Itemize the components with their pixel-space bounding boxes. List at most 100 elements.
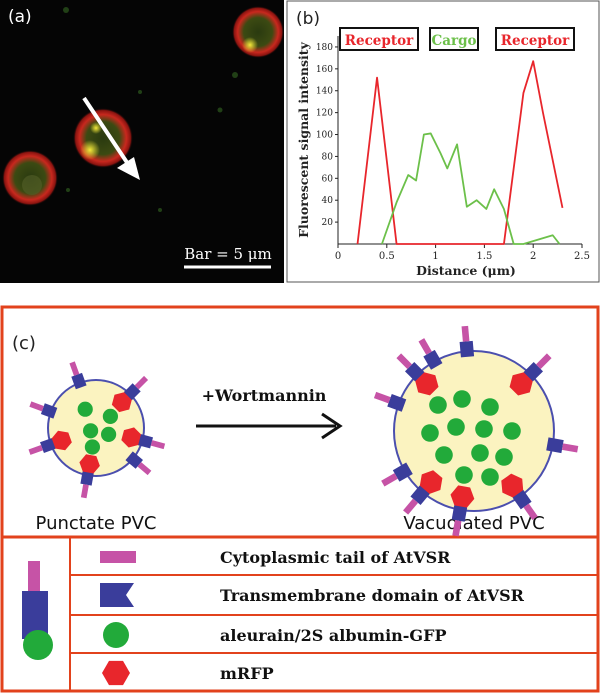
receptor-with-mrfp (396, 353, 439, 396)
receptor-with-mrfp (450, 485, 475, 537)
receptor-key-icon (22, 561, 53, 660)
y-tick-label: 80 (322, 152, 334, 162)
cytoplasmic-tail (373, 391, 391, 404)
gfp-cargo-dot (421, 424, 439, 442)
punctate-pvc-caption: Punctate PVC (36, 513, 157, 534)
gfp-cargo-dot (447, 418, 465, 436)
cytoplasmic-tail (381, 473, 398, 487)
receptor (69, 361, 87, 390)
intensity-profile-panel: (b) Receptor Cargo Receptor Fluorescent … (286, 0, 600, 283)
mrfp-marker (415, 372, 439, 396)
gfp-cargo-dot (435, 446, 453, 464)
receptor (381, 462, 413, 487)
gfp-cargo-dot (455, 466, 473, 484)
mrfp-marker (111, 392, 132, 413)
gfp-cargo-dot (77, 401, 93, 417)
y-axis-label: Fluorescent signal intensity (296, 41, 311, 237)
transmembrane-domain (80, 471, 94, 486)
x-tick-label: 1 (432, 251, 438, 262)
scale-bar-label: Bar = 5 μm (184, 245, 272, 263)
y-tick-label: 140 (316, 87, 333, 97)
y-tick-label: 120 (316, 109, 333, 119)
legend: Cytoplasmic tail of AtVSR Transmembrane d… (100, 548, 525, 686)
receptor (546, 437, 579, 454)
gfp-cargo-dot (84, 439, 100, 455)
receptor (459, 325, 475, 358)
gfp-legend-icon (103, 622, 129, 648)
transmembrane-domain (125, 451, 143, 469)
background-specks (63, 7, 238, 212)
tail-legend-icon (100, 551, 136, 563)
mrfp-marker (501, 473, 524, 498)
legend-text: mRFP (220, 664, 274, 683)
legend-row-transmembrane: Transmembrane domain of AtVSR (100, 583, 525, 607)
micrograph-panel: Bar = 5 μm (a) (0, 0, 284, 283)
mrfp-marker (121, 427, 142, 448)
x-tick-label: 0.5 (379, 251, 395, 262)
transmembrane-domain (512, 490, 532, 510)
transmembrane-domain (387, 394, 407, 412)
cytoplasmic-tail (29, 401, 44, 412)
receptor (418, 338, 443, 370)
gfp-cargo-dot (101, 426, 117, 442)
transmembrane-domain (40, 438, 56, 454)
y-tick-label: 20 (322, 218, 334, 228)
line-profile-arrow (82, 96, 140, 180)
transmembrane-domain (523, 361, 544, 382)
transmembrane-domain (392, 462, 413, 482)
gfp-cargo-dot (481, 468, 499, 486)
cytoplasmic-tail (403, 498, 419, 515)
cytoplasmic-tail (452, 520, 462, 537)
wortmannin-label: +Wortmannin (202, 386, 327, 405)
legend-receptor-left: Receptor (339, 27, 419, 51)
legend-text: aleurain/2S albumin-GFP (220, 626, 446, 645)
cytoplasmic-tail (461, 325, 470, 342)
legend-row-tail: Cytoplasmic tail of AtVSR (100, 548, 451, 567)
cytoplasmic-tail (561, 443, 579, 453)
transmembrane-domain (40, 403, 58, 419)
x-axis-label: Distance (μm) (416, 263, 516, 278)
gfp-cargo-dot (429, 396, 447, 414)
cytoplasmic-tail (80, 484, 89, 499)
svg-text:Receptor: Receptor (345, 33, 414, 49)
receptor-with-mrfp (28, 430, 72, 455)
mrfp-marker (509, 372, 533, 396)
schematic-panel: (c) +Wortmannin Punctate PVC Vacuolated … (0, 305, 600, 693)
y-tick-label: 100 (316, 131, 333, 141)
receptor-with-mrfp (403, 470, 443, 515)
plot-area: 0 0.5 1 1.5 2 2.5 20 40 60 80 100 120 140 160 180 (316, 36, 590, 262)
transmembrane-domain (451, 505, 468, 522)
legend-row-mrfp: mRFP (102, 660, 274, 686)
receptor-with-mrfp (509, 353, 552, 396)
fluorescent-cell-center (73, 108, 133, 168)
mrfp-marker (450, 485, 475, 509)
transmembrane-domain (71, 372, 87, 390)
mrfp-legend-icon (102, 660, 130, 686)
panel-a-label: (a) (8, 7, 32, 27)
gfp-cargo-dot (102, 408, 118, 424)
intensity-chart: (b) Receptor Cargo Receptor Fluorescent … (286, 0, 600, 283)
cytoplasmic-tail (536, 353, 552, 369)
fluorescent-cell-top-right (232, 6, 284, 58)
x-tick-label: 2 (530, 251, 536, 262)
receptor (29, 401, 58, 419)
receptor (373, 391, 407, 412)
cytoplasmic-tail (523, 503, 538, 521)
vacuolated-pvc-caption: Vacuolated PVC (403, 513, 544, 534)
legend-text: Transmembrane domain of AtVSR (220, 586, 525, 605)
gfp-cargo-dot (453, 390, 471, 408)
svg-text:Receptor: Receptor (501, 33, 570, 49)
x-tick-label: 1.5 (476, 251, 492, 262)
y-tick-label: 40 (322, 196, 334, 206)
cytoplasmic-tail (396, 353, 412, 369)
svg-text:Cargo: Cargo (431, 33, 476, 49)
receptor-with-mrfp (79, 454, 100, 499)
panel-b-label: (b) (296, 9, 320, 29)
x-tick-label: 0 (335, 251, 341, 262)
punctate-pvc-diagram (28, 361, 166, 499)
fluorescent-cell-left (2, 150, 58, 206)
cytoplasmic-tail (137, 462, 152, 476)
transmembrane-domain (123, 383, 141, 401)
transmembrane-domain (546, 437, 564, 454)
transmembrane-legend-icon (100, 583, 134, 607)
